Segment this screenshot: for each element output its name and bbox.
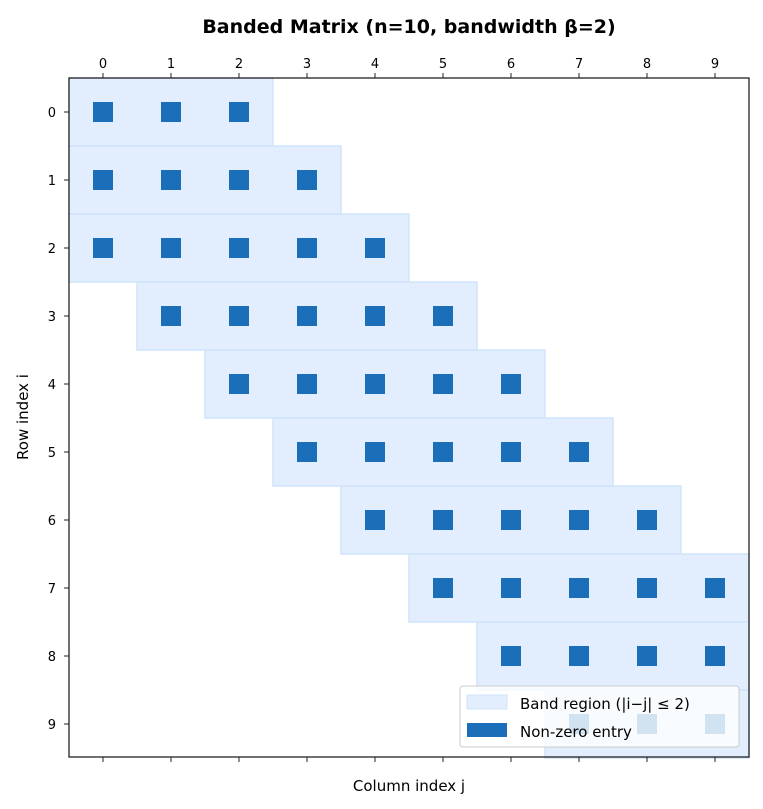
nonzero-entries xyxy=(93,102,725,734)
entry-1-1 xyxy=(161,170,181,190)
entry-6-7 xyxy=(569,510,589,530)
band-regions xyxy=(68,77,750,759)
entry-5-5 xyxy=(433,442,453,462)
y-tick-label: 4 xyxy=(48,378,56,393)
entry-4-3 xyxy=(297,374,317,394)
entry-2-2 xyxy=(229,238,249,258)
chart-title: Banded Matrix (n=10, bandwidth β=2) xyxy=(202,16,615,38)
x-tick-label: 9 xyxy=(711,57,719,72)
entry-3-5 xyxy=(433,306,453,326)
entry-4-2 xyxy=(229,374,249,394)
x-tick-label: 8 xyxy=(643,57,651,72)
entry-3-4 xyxy=(365,306,385,326)
entry-2-4 xyxy=(365,238,385,258)
x-tick-label: 7 xyxy=(575,57,583,72)
entry-5-4 xyxy=(365,442,385,462)
entry-8-6 xyxy=(501,646,521,666)
entry-3-3 xyxy=(297,306,317,326)
y-tick-label: 8 xyxy=(48,650,56,665)
entry-8-9 xyxy=(705,646,725,666)
y-tick-label: 0 xyxy=(48,106,56,121)
entry-7-7 xyxy=(569,578,589,598)
entry-6-4 xyxy=(365,510,385,530)
legend-box xyxy=(459,685,740,748)
entry-3-1 xyxy=(161,306,181,326)
entry-7-5 xyxy=(433,578,453,598)
axes: 0 1 2 3 4 5 6 7 8 9 0 1 2 3 4 5 6 7 8 9 xyxy=(48,57,750,762)
band-region-row-1 xyxy=(68,145,342,215)
entry-2-0 xyxy=(93,238,113,258)
x-tick-label: 1 xyxy=(167,57,175,72)
entry-4-5 xyxy=(433,374,453,394)
entry-8-7 xyxy=(569,646,589,666)
entry-7-6 xyxy=(501,578,521,598)
y-axis-label: Row index i xyxy=(14,374,32,460)
entry-8-8 xyxy=(637,646,657,666)
legend-swatch-band xyxy=(466,694,508,710)
entry-2-1 xyxy=(161,238,181,258)
y-tick-label: 3 xyxy=(48,310,56,325)
y-tick-label: 7 xyxy=(48,582,56,597)
legend: Band region (|i−j| ≤ 2) Non-zero entry xyxy=(459,685,740,748)
entry-7-9 xyxy=(705,578,725,598)
x-tick-label: 6 xyxy=(507,57,515,72)
entry-1-0 xyxy=(93,170,113,190)
entry-1-3 xyxy=(297,170,317,190)
entry-2-3 xyxy=(297,238,317,258)
entry-6-6 xyxy=(501,510,521,530)
entry-1-2 xyxy=(229,170,249,190)
legend-swatch-entry xyxy=(467,723,507,737)
entry-0-0 xyxy=(93,102,113,122)
x-tick-label: 4 xyxy=(371,57,379,72)
plot-frame xyxy=(68,77,750,758)
x-axis-label: Column index j xyxy=(353,777,465,795)
legend-label-band: Band region (|i−j| ≤ 2) xyxy=(520,695,690,713)
entry-0-1 xyxy=(161,102,181,122)
entry-5-3 xyxy=(297,442,317,462)
y-tick-label: 9 xyxy=(48,718,56,733)
legend-label-entry: Non-zero entry xyxy=(520,723,632,741)
entry-4-4 xyxy=(365,374,385,394)
x-tick-label: 0 xyxy=(99,57,107,72)
entry-6-5 xyxy=(433,510,453,530)
entry-4-6 xyxy=(501,374,521,394)
entry-5-6 xyxy=(501,442,521,462)
x-tick-label: 5 xyxy=(439,57,447,72)
entry-5-7 xyxy=(569,442,589,462)
y-tick-label: 6 xyxy=(48,514,56,529)
entry-6-8 xyxy=(637,510,657,530)
y-tick-label: 1 xyxy=(48,174,56,189)
y-tick-label: 2 xyxy=(48,242,56,257)
x-tick-label: 2 xyxy=(235,57,243,72)
band-region-row-7 xyxy=(408,553,750,623)
y-tick-label: 5 xyxy=(48,446,56,461)
x-tick-label: 3 xyxy=(303,57,311,72)
entry-0-2 xyxy=(229,102,249,122)
entry-7-8 xyxy=(637,578,657,598)
entry-3-2 xyxy=(229,306,249,326)
